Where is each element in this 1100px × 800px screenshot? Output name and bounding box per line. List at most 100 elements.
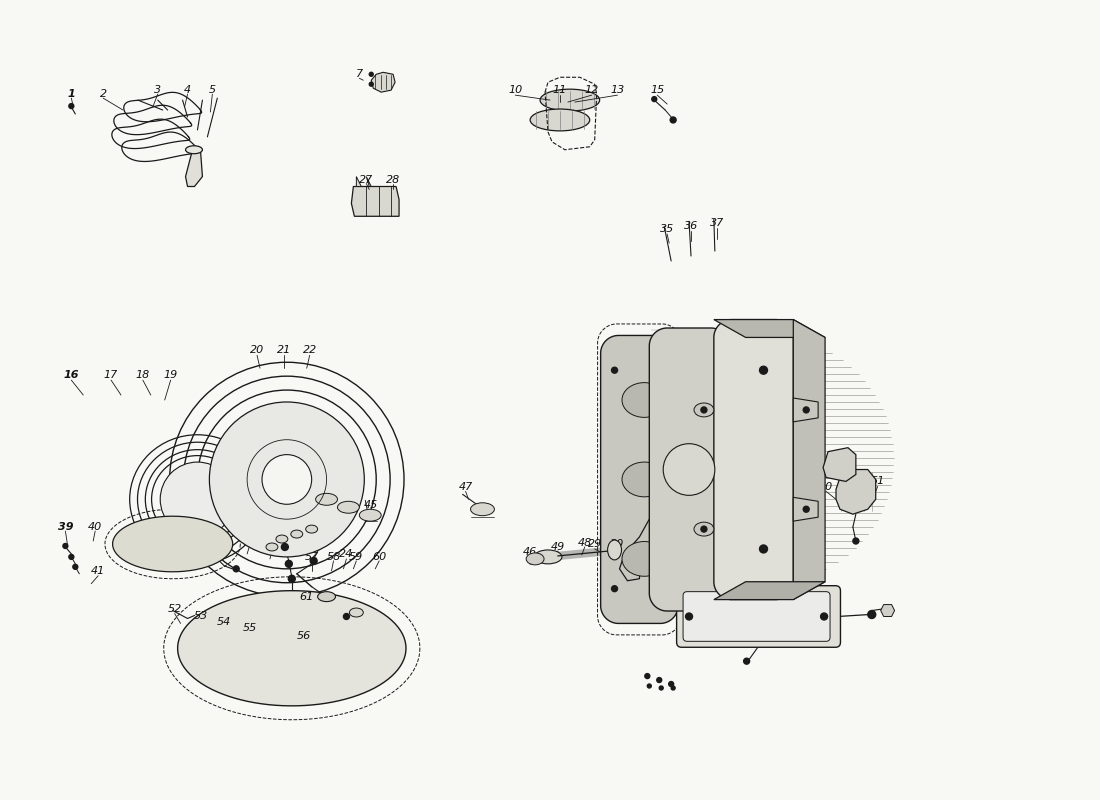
Polygon shape [649, 328, 728, 611]
Ellipse shape [266, 543, 278, 551]
Text: 27: 27 [360, 174, 373, 185]
Text: 64: 64 [680, 552, 694, 562]
Ellipse shape [621, 382, 667, 418]
Ellipse shape [621, 542, 667, 576]
Text: 55: 55 [243, 623, 257, 634]
Text: 67: 67 [777, 552, 791, 562]
Circle shape [671, 686, 675, 690]
Polygon shape [836, 470, 876, 514]
Polygon shape [178, 590, 406, 706]
Text: 63: 63 [632, 562, 647, 572]
Text: 3: 3 [154, 85, 162, 95]
Text: 49: 49 [551, 542, 565, 552]
Circle shape [744, 658, 749, 664]
Text: 1: 1 [67, 89, 75, 99]
Circle shape [282, 543, 288, 550]
Text: 52: 52 [167, 603, 182, 614]
Text: 66: 66 [751, 552, 766, 562]
Text: 58: 58 [327, 552, 341, 562]
Circle shape [868, 610, 876, 618]
Circle shape [73, 564, 78, 570]
Polygon shape [793, 498, 818, 521]
Text: 54: 54 [217, 618, 231, 627]
Ellipse shape [694, 522, 714, 536]
Text: 51: 51 [870, 477, 884, 486]
Circle shape [310, 558, 317, 564]
Text: 36: 36 [684, 222, 699, 231]
Circle shape [612, 586, 617, 592]
Text: 65: 65 [704, 552, 718, 562]
Text: 56: 56 [297, 631, 311, 642]
Text: 11: 11 [553, 85, 568, 95]
Text: 33: 33 [747, 546, 761, 556]
Text: 42: 42 [243, 534, 257, 544]
Circle shape [370, 82, 373, 86]
Polygon shape [881, 605, 894, 617]
Text: 28: 28 [386, 174, 400, 185]
Text: 7: 7 [355, 70, 363, 79]
Ellipse shape [530, 109, 590, 131]
Ellipse shape [526, 553, 544, 565]
Text: 46: 46 [342, 492, 356, 502]
Polygon shape [186, 150, 202, 186]
Circle shape [701, 526, 707, 532]
Circle shape [343, 614, 350, 619]
Circle shape [63, 543, 68, 549]
Ellipse shape [663, 444, 715, 495]
Text: 22: 22 [302, 346, 317, 355]
Ellipse shape [360, 510, 382, 521]
Polygon shape [619, 519, 664, 581]
Circle shape [803, 506, 810, 512]
Text: 59: 59 [349, 552, 363, 562]
Circle shape [652, 97, 657, 102]
Text: 50: 50 [818, 482, 833, 492]
Circle shape [759, 545, 768, 553]
Circle shape [759, 366, 768, 374]
Text: 46: 46 [522, 547, 537, 557]
Text: 13: 13 [610, 85, 625, 95]
Polygon shape [601, 335, 678, 623]
Circle shape [657, 678, 662, 682]
Text: 31: 31 [650, 592, 664, 602]
Ellipse shape [540, 89, 600, 111]
Polygon shape [112, 516, 233, 572]
Polygon shape [793, 398, 818, 422]
Text: 18: 18 [135, 370, 150, 380]
Circle shape [669, 682, 673, 686]
Circle shape [647, 684, 651, 688]
Circle shape [69, 103, 74, 109]
Circle shape [209, 402, 364, 557]
Polygon shape [714, 319, 793, 600]
Polygon shape [793, 319, 825, 600]
Circle shape [670, 117, 676, 123]
Ellipse shape [161, 462, 234, 537]
Polygon shape [356, 177, 361, 186]
Circle shape [233, 566, 239, 572]
Ellipse shape [535, 550, 562, 564]
Circle shape [803, 407, 810, 413]
FancyBboxPatch shape [676, 586, 840, 647]
Text: 12: 12 [584, 85, 598, 95]
Ellipse shape [471, 502, 494, 516]
Circle shape [659, 686, 663, 690]
Text: 21: 21 [277, 346, 292, 355]
Text: 19: 19 [164, 370, 178, 380]
Text: 30: 30 [610, 539, 625, 549]
Text: 48: 48 [578, 538, 592, 548]
Text: 34: 34 [783, 522, 798, 532]
Text: 41: 41 [91, 566, 106, 576]
Text: 10: 10 [508, 85, 522, 95]
Polygon shape [366, 177, 372, 186]
Polygon shape [351, 186, 399, 216]
Text: 15: 15 [650, 85, 664, 95]
Circle shape [852, 538, 859, 544]
Polygon shape [714, 319, 825, 338]
FancyBboxPatch shape [683, 592, 830, 642]
Ellipse shape [290, 530, 303, 538]
Ellipse shape [306, 525, 318, 533]
Ellipse shape [316, 494, 338, 506]
Circle shape [701, 407, 707, 413]
Circle shape [612, 367, 617, 373]
Polygon shape [372, 72, 395, 92]
Ellipse shape [318, 592, 336, 602]
